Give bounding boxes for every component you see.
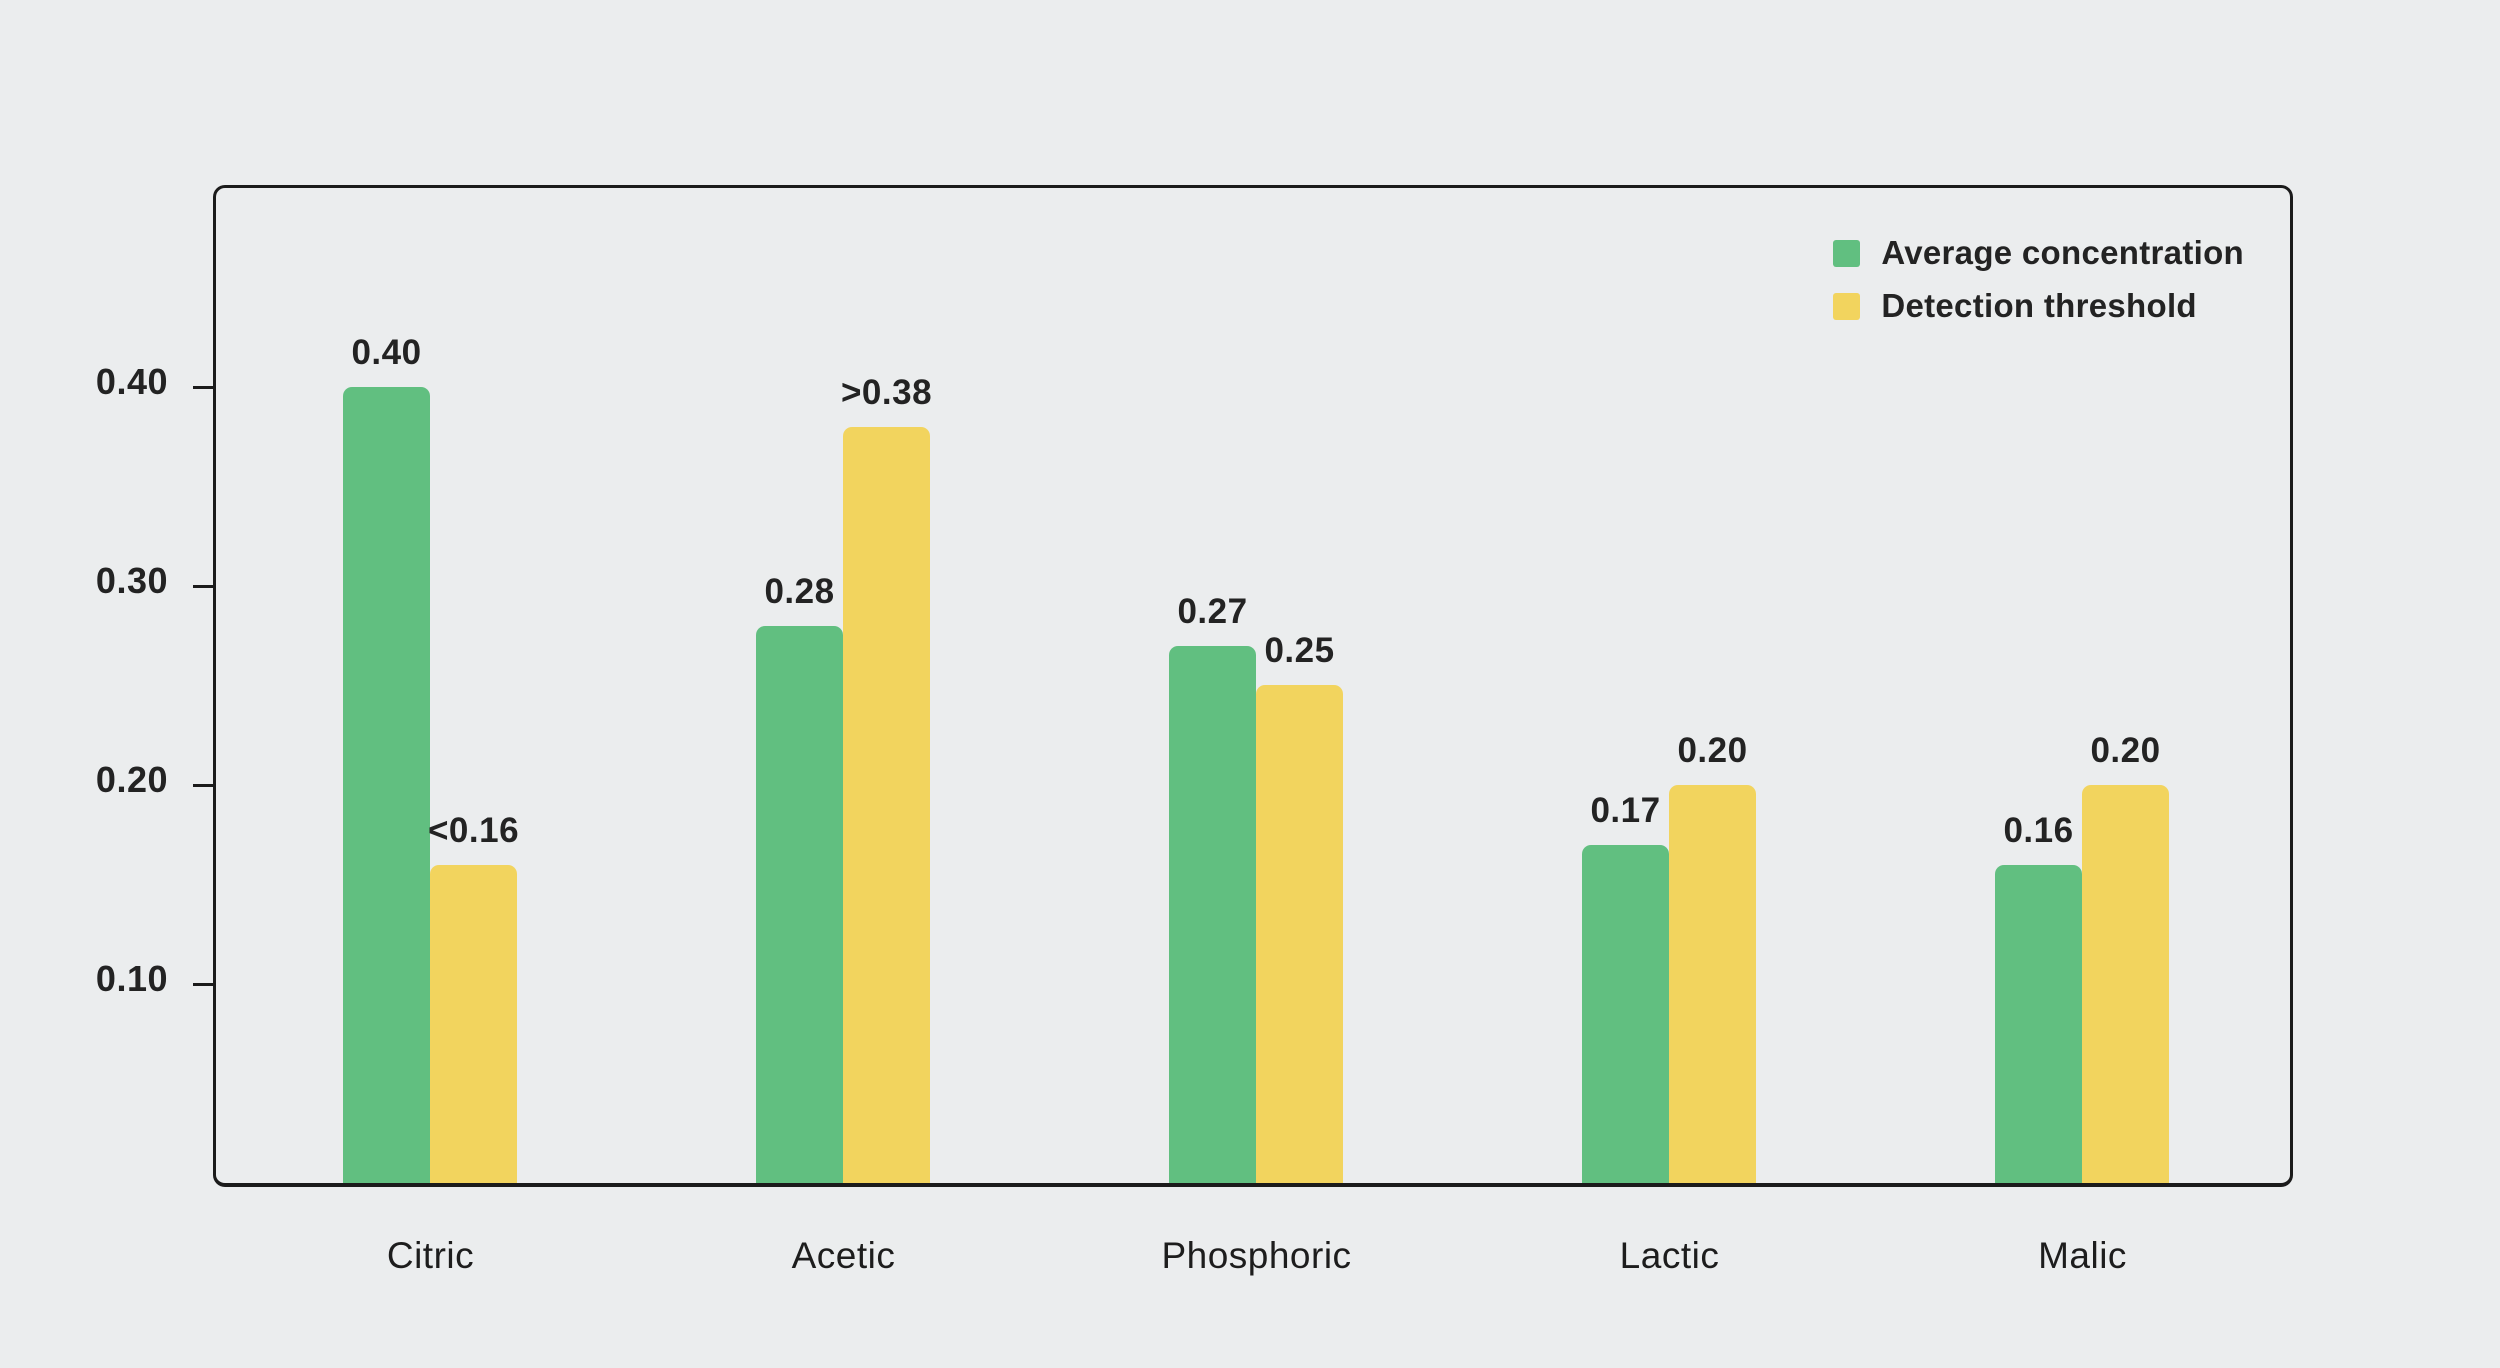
bar-average-concentration-lactic	[1582, 845, 1669, 1183]
bar-detection-threshold-phosphoric	[1256, 685, 1343, 1183]
bar-detection-threshold-citric	[430, 865, 517, 1183]
bar-average-concentration-citric	[343, 387, 430, 1183]
value-label-detection-threshold-lactic: 0.20	[1677, 731, 1748, 770]
bar-detection-threshold-acetic	[843, 427, 930, 1183]
value-label-detection-threshold-malic: 0.20	[2090, 731, 2161, 770]
value-label-average-concentration-phosphoric: 0.27	[1177, 592, 1248, 631]
value-label-detection-threshold-acetic: >0.38	[840, 373, 933, 412]
value-label-average-concentration-acetic: 0.28	[764, 572, 835, 611]
plot-area: Average concentration Detection threshold…	[96, 185, 2293, 1276]
bar-average-concentration-malic	[1995, 865, 2082, 1183]
legend-label: Detection threshold	[1881, 287, 2197, 324]
value-label-average-concentration-malic: 0.16	[2003, 811, 2074, 850]
bar-detection-threshold-malic	[2082, 785, 2169, 1183]
y-tick-mark	[193, 385, 216, 389]
x-category-label-malic: Malic	[2038, 1235, 2127, 1276]
y-tick-mark	[193, 783, 216, 787]
x-category-label-acetic: Acetic	[791, 1235, 896, 1276]
legend-swatch-icon	[1833, 292, 1861, 320]
value-label-average-concentration-citric: 0.40	[351, 333, 422, 372]
value-label-detection-threshold-phosphoric: 0.25	[1264, 631, 1335, 670]
x-category-label-citric: Citric	[386, 1235, 475, 1276]
bar-average-concentration-acetic	[756, 626, 843, 1183]
y-tick-label: 0.10	[95, 958, 168, 999]
bar-average-concentration-phosphoric	[1169, 646, 1256, 1183]
legend-item-detection-threshold: Detection threshold	[1833, 287, 2244, 325]
legend-swatch-icon	[1833, 239, 1861, 267]
legend-label: Average concentration	[1881, 234, 2244, 271]
y-tick-mark	[193, 982, 216, 986]
legend-item-average-concentration: Average concentration	[1833, 234, 2244, 272]
x-category-label-phosphoric: Phosphoric	[1161, 1235, 1352, 1276]
y-tick-mark	[193, 584, 216, 588]
legend: Average concentration Detection threshold	[1833, 234, 2244, 325]
y-tick-label: 0.40	[95, 361, 168, 402]
bar-detection-threshold-lactic	[1669, 785, 1756, 1183]
value-label-detection-threshold-citric: <0.16	[427, 811, 520, 850]
value-label-average-concentration-lactic: 0.17	[1590, 791, 1661, 830]
y-tick-label: 0.20	[95, 759, 168, 800]
x-category-label-lactic: Lactic	[1619, 1235, 1720, 1276]
y-tick-label: 0.30	[95, 560, 168, 601]
